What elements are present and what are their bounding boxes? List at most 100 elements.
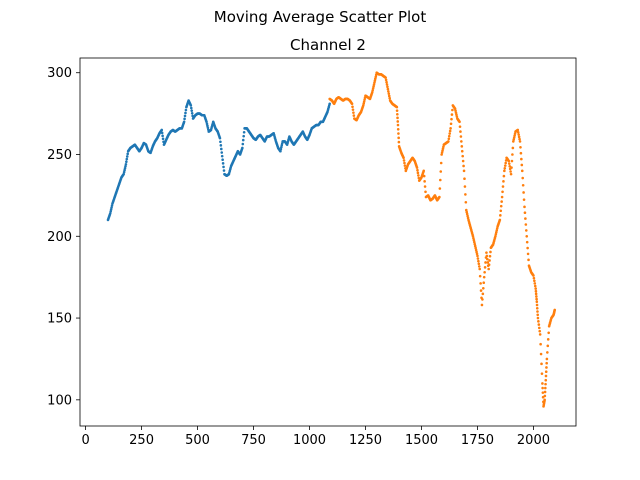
data-point bbox=[279, 147, 283, 151]
data-point bbox=[387, 90, 390, 93]
data-point bbox=[523, 205, 526, 209]
data-point bbox=[160, 128, 164, 132]
data-point bbox=[511, 153, 514, 156]
data-point bbox=[541, 382, 544, 385]
data-point bbox=[395, 105, 399, 109]
data-point bbox=[520, 169, 524, 173]
data-point bbox=[109, 210, 112, 213]
data-point bbox=[205, 122, 209, 126]
data-point bbox=[508, 164, 512, 168]
data-point bbox=[537, 323, 541, 326]
data-point bbox=[544, 382, 547, 386]
data-point bbox=[222, 165, 225, 169]
data-point bbox=[395, 109, 399, 112]
data-point bbox=[190, 111, 194, 115]
data-point bbox=[108, 212, 112, 215]
data-point bbox=[460, 149, 464, 153]
data-point bbox=[124, 164, 127, 168]
data-point bbox=[533, 284, 537, 288]
data-point bbox=[184, 111, 187, 115]
data-point bbox=[486, 261, 490, 264]
data-point bbox=[509, 170, 512, 173]
data-point bbox=[447, 137, 451, 141]
data-point bbox=[518, 137, 521, 141]
data-point bbox=[487, 267, 490, 271]
data-point bbox=[220, 151, 224, 154]
data-point bbox=[546, 344, 550, 348]
data-point bbox=[125, 155, 129, 158]
data-point bbox=[535, 300, 539, 304]
data-point bbox=[473, 242, 477, 246]
data-point bbox=[122, 172, 125, 176]
data-point bbox=[441, 147, 445, 150]
data-point bbox=[241, 138, 245, 142]
data-point bbox=[386, 87, 390, 91]
y-tick-label: 150 bbox=[47, 312, 72, 327]
data-point bbox=[396, 112, 399, 116]
data-point bbox=[461, 159, 465, 163]
data-point bbox=[396, 123, 400, 127]
data-point bbox=[472, 238, 476, 242]
data-point bbox=[524, 229, 528, 232]
data-point bbox=[161, 137, 165, 141]
data-point bbox=[183, 117, 186, 121]
data-point bbox=[422, 169, 426, 173]
data-point bbox=[362, 100, 366, 103]
data-point bbox=[520, 163, 524, 167]
data-point bbox=[384, 76, 387, 79]
data-point bbox=[363, 98, 366, 101]
data-point bbox=[536, 316, 540, 320]
data-point bbox=[206, 124, 209, 128]
data-point bbox=[372, 85, 375, 88]
data-point bbox=[538, 329, 542, 333]
data-point bbox=[351, 105, 354, 109]
series-1 bbox=[106, 99, 331, 222]
data-point bbox=[462, 164, 465, 168]
data-point bbox=[439, 161, 443, 165]
data-point bbox=[535, 295, 538, 298]
data-point bbox=[125, 157, 129, 161]
x-tick-label: 250 bbox=[129, 433, 154, 448]
data-point bbox=[448, 129, 452, 133]
data-point bbox=[495, 227, 499, 230]
data-point bbox=[544, 370, 548, 374]
x-tick-label: 1500 bbox=[405, 433, 438, 448]
data-point bbox=[361, 104, 365, 107]
data-point bbox=[512, 138, 516, 141]
data-point bbox=[488, 254, 492, 258]
data-point bbox=[110, 204, 114, 207]
y-tick-label: 250 bbox=[47, 148, 72, 163]
x-tick-label: 1250 bbox=[349, 433, 382, 448]
x-tick-label: 0 bbox=[81, 433, 89, 448]
data-point bbox=[509, 172, 513, 176]
data-point bbox=[219, 144, 223, 147]
data-point bbox=[543, 394, 547, 398]
axes-frame bbox=[79, 57, 577, 427]
data-point bbox=[464, 208, 468, 212]
data-point bbox=[482, 281, 486, 285]
data-point bbox=[362, 102, 366, 105]
data-point bbox=[241, 142, 245, 146]
data-point bbox=[463, 185, 467, 188]
data-point bbox=[494, 233, 498, 236]
data-point bbox=[525, 240, 529, 244]
data-point bbox=[397, 140, 401, 144]
data-point bbox=[439, 178, 442, 182]
data-point bbox=[501, 185, 505, 188]
data-point bbox=[536, 313, 540, 317]
data-point bbox=[478, 267, 482, 271]
data-point bbox=[403, 164, 407, 167]
data-point bbox=[479, 289, 483, 292]
data-point bbox=[388, 96, 391, 100]
data-point bbox=[532, 274, 535, 277]
data-point bbox=[488, 259, 491, 262]
data-point bbox=[242, 134, 245, 138]
data-point bbox=[495, 229, 499, 232]
data-point bbox=[499, 214, 502, 217]
data-point bbox=[160, 131, 164, 135]
data-point bbox=[503, 166, 507, 170]
data-point bbox=[518, 140, 522, 143]
data-point bbox=[417, 174, 420, 177]
data-point bbox=[123, 166, 127, 170]
